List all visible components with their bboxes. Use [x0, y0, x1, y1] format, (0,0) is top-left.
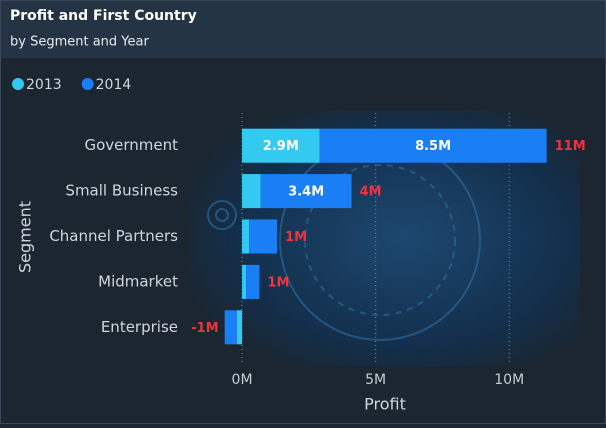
bar: [260, 174, 352, 209]
header: [1, 1, 605, 58]
data-label: 2.9M: [263, 139, 299, 154]
bar: [242, 219, 249, 254]
bar: [248, 219, 278, 254]
bar: [224, 310, 237, 345]
legend-label: 2013: [26, 77, 62, 93]
total-label: 4M: [360, 185, 382, 200]
y-tick-label: Government: [84, 136, 178, 154]
legend-label: 2014: [96, 77, 132, 93]
total-label: 11M: [555, 139, 586, 154]
x-tick-label: 5M: [365, 372, 386, 388]
bar: [319, 128, 547, 163]
total-label: -1M: [191, 321, 218, 336]
y-tick-label: Midmarket: [98, 272, 178, 290]
bar: [242, 264, 247, 299]
x-tick-label: 0M: [232, 372, 253, 388]
data-label: 8.5M: [415, 139, 451, 154]
x-tick-label: 10M: [494, 372, 524, 388]
chart-title: Profit and First Country: [10, 8, 197, 24]
y-axis-title: Segment: [16, 201, 35, 273]
chart-subtitle: by Segment and Year: [10, 35, 149, 50]
y-tick-label: Small Business: [65, 182, 178, 200]
y-tick-label: Channel Partners: [49, 227, 178, 245]
bar: [242, 128, 320, 163]
total-label: 1M: [267, 275, 289, 290]
bar: [236, 310, 243, 345]
y-tick-label: Enterprise: [101, 318, 178, 336]
bar: [242, 174, 261, 209]
total-label: 1M: [285, 230, 307, 245]
data-label: 3.4M: [288, 185, 324, 200]
legend-swatch: [12, 78, 24, 90]
bar: [246, 264, 260, 299]
x-axis-title: Profit: [364, 395, 406, 414]
legend-swatch: [81, 78, 94, 90]
